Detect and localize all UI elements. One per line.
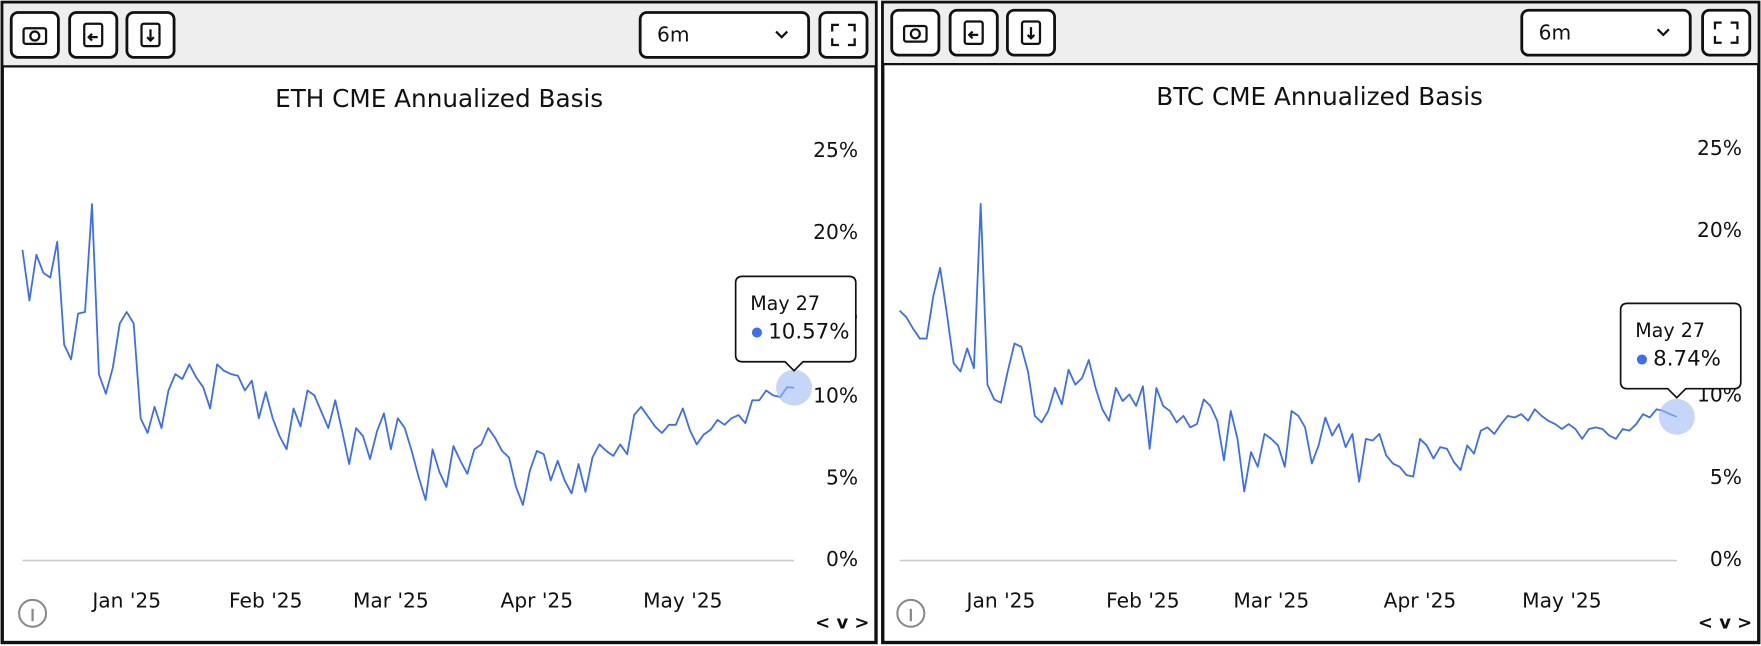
range-select[interactable]: 6m <box>1520 8 1692 57</box>
fullscreen-button[interactable] <box>1701 8 1752 57</box>
x-tick-label: Mar '25 <box>1233 589 1309 613</box>
download-button[interactable] <box>125 11 176 59</box>
chart-title: BTC CME Annualized Basis <box>1156 82 1483 111</box>
x-tick-label: Feb '25 <box>229 589 302 613</box>
toolbar-buttons: 6m 6m <box>9 8 1752 59</box>
x-tick-label: May '25 <box>1522 589 1601 613</box>
x-tick-label: Apr '25 <box>501 589 574 613</box>
y-tick-label: 5% <box>1710 465 1742 489</box>
x-tick-label: Feb '25 <box>1106 589 1179 613</box>
icon <box>1026 27 1036 40</box>
hover-marker <box>776 369 812 406</box>
copy-button[interactable] <box>68 11 119 59</box>
x-tick-label: Jan '25 <box>90 589 161 613</box>
tooltip-box <box>1619 302 1742 399</box>
x-tick-label: Apr '25 <box>1384 589 1457 613</box>
button-frame <box>818 11 869 59</box>
y-tick-label: 10% <box>813 384 858 408</box>
icon <box>909 28 921 40</box>
icon <box>831 23 856 47</box>
info-icon[interactable] <box>18 598 48 628</box>
icon <box>902 24 928 43</box>
range-label: 6m <box>1539 20 1572 44</box>
info-icon[interactable] <box>896 598 926 628</box>
tooltip-box <box>734 275 857 372</box>
tooltip-date: May 27 <box>1635 319 1705 342</box>
button-frame <box>890 8 941 57</box>
icon <box>22 27 48 46</box>
series-line <box>21 203 795 506</box>
y-tick-label: 20% <box>1697 218 1742 242</box>
hover-marker <box>1658 398 1695 435</box>
y-tick-label: 25% <box>1697 136 1742 160</box>
tooltip-date: May 27 <box>750 292 820 315</box>
y-tick-label: 20% <box>813 220 858 244</box>
tooltip-swatch <box>1636 354 1648 365</box>
button-frame <box>948 8 999 57</box>
select-frame <box>1520 8 1692 57</box>
icon <box>83 22 104 48</box>
range-select[interactable]: 6m <box>638 11 811 59</box>
icon <box>87 33 98 42</box>
icon <box>140 22 161 48</box>
x-tick-label: Mar '25 <box>353 589 429 613</box>
icon <box>29 30 41 42</box>
button-frame <box>1701 8 1752 57</box>
y-tick-label: 0% <box>1710 547 1742 571</box>
nav-controls[interactable]: < v > <box>815 612 869 633</box>
icon <box>1020 20 1042 46</box>
button-frame <box>68 11 119 59</box>
icon <box>967 30 979 40</box>
panel <box>881 0 1761 645</box>
y-tick-label: 5% <box>826 465 858 489</box>
copy-button[interactable] <box>948 8 999 57</box>
camera-button[interactable] <box>9 11 60 59</box>
tooltip-value: 10.57% <box>768 320 849 345</box>
chevron <box>1656 28 1670 37</box>
select-frame <box>638 11 811 59</box>
x-tick-label: May '25 <box>643 589 722 613</box>
panel <box>0 0 878 645</box>
icon <box>146 29 155 43</box>
icon <box>963 20 984 46</box>
chart-title: ETH CME Annualized Basis <box>275 84 603 113</box>
series-line <box>898 202 1678 493</box>
button-frame <box>9 11 60 59</box>
x-tick-label: Jan '25 <box>965 589 1036 613</box>
y-tick-label: 25% <box>813 138 858 162</box>
tooltip-swatch <box>751 327 763 338</box>
range-label: 6m <box>657 23 690 47</box>
download-button[interactable] <box>1006 8 1056 57</box>
camera-button[interactable] <box>890 8 941 57</box>
tooltip-value: 8.74% <box>1653 347 1721 372</box>
y-tick-label: 0% <box>826 547 858 571</box>
plots: < v >ETH CME Annualized Basis0%5%10%15%2… <box>18 82 1752 633</box>
icon <box>1713 21 1739 44</box>
chevron <box>775 30 789 39</box>
fullscreen-button[interactable] <box>818 11 869 59</box>
nav-controls[interactable]: < v > <box>1698 612 1752 633</box>
